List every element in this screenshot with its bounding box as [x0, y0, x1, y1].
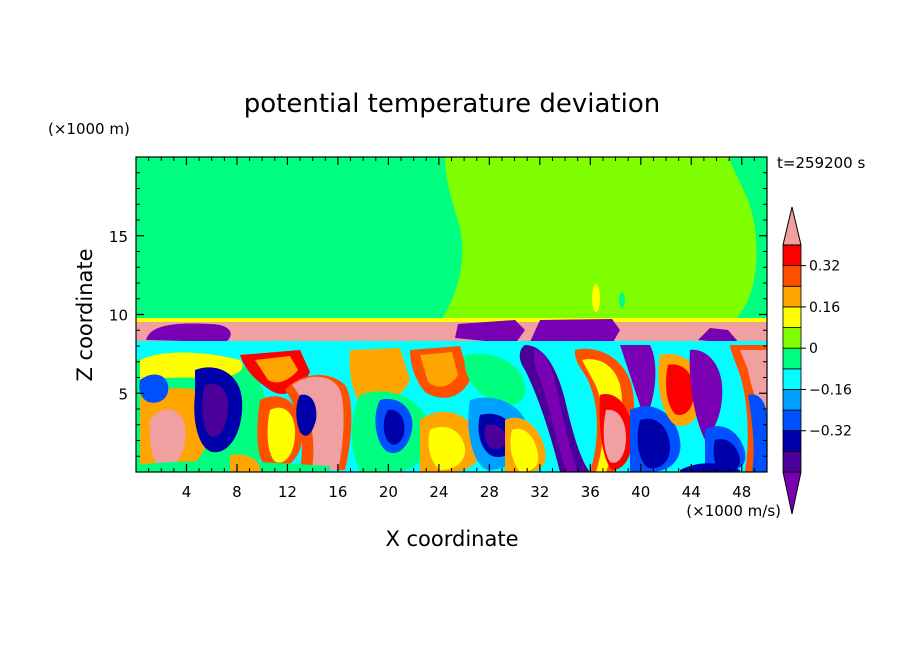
colorbar-arrow-high — [782, 206, 802, 246]
x-tick-label: 44 — [682, 483, 701, 501]
y-axis-label: Z coordinate — [73, 248, 97, 381]
colorbar-segment — [782, 265, 802, 287]
y-tick-label: 15 — [109, 228, 128, 246]
x-tick-label: 4 — [182, 483, 192, 501]
y-tick-label: 5 — [118, 385, 128, 403]
y-units-label: (×1000 m) — [48, 120, 130, 138]
colorbar-segment — [782, 450, 802, 473]
x-tick-label: 12 — [278, 483, 297, 501]
x-tick-label: 36 — [581, 483, 600, 501]
colorbar-tick-label: −0.16 — [809, 382, 852, 398]
x-axis-label: X coordinate — [385, 527, 518, 551]
x-tick-label: 24 — [429, 483, 448, 501]
x-tick-label: 8 — [232, 483, 242, 501]
colorbar-tick-label: 0.32 — [809, 259, 840, 275]
x-tick-label: 28 — [480, 483, 499, 501]
colorbar-segment — [782, 368, 802, 390]
x-tick-label: 48 — [732, 483, 751, 501]
time-label: t=259200 s — [777, 154, 865, 172]
x-tick-label: 20 — [379, 483, 398, 501]
colorbar-segment — [782, 285, 802, 308]
colorbar-segment — [782, 244, 802, 267]
colorbar-tick-label: 0 — [809, 341, 818, 357]
colorbar-segment — [782, 409, 802, 432]
colorbar-tick-label: 0.16 — [809, 300, 840, 316]
colorbar-segment — [782, 306, 802, 328]
y-tick-label: 10 — [109, 307, 128, 325]
heatmap-field — [136, 157, 767, 472]
x-units-label: (×1000 m/s) — [686, 502, 781, 520]
x-tick-label: 40 — [631, 483, 650, 501]
colorbar-segment — [782, 327, 802, 349]
colorbar-segment — [782, 389, 802, 411]
colorbar-arrow-low — [782, 471, 802, 515]
colorbar: 0.32 0.16 0 −0.16 −0.32 — [782, 206, 852, 515]
x-tick-label: 16 — [328, 483, 347, 501]
colorbar-segment — [782, 347, 802, 370]
colorbar-tick-label: −0.32 — [809, 424, 852, 440]
colorbar-segment — [782, 430, 802, 452]
x-tick-label: 32 — [530, 483, 549, 501]
chart-title: potential temperature deviation — [244, 89, 660, 119]
